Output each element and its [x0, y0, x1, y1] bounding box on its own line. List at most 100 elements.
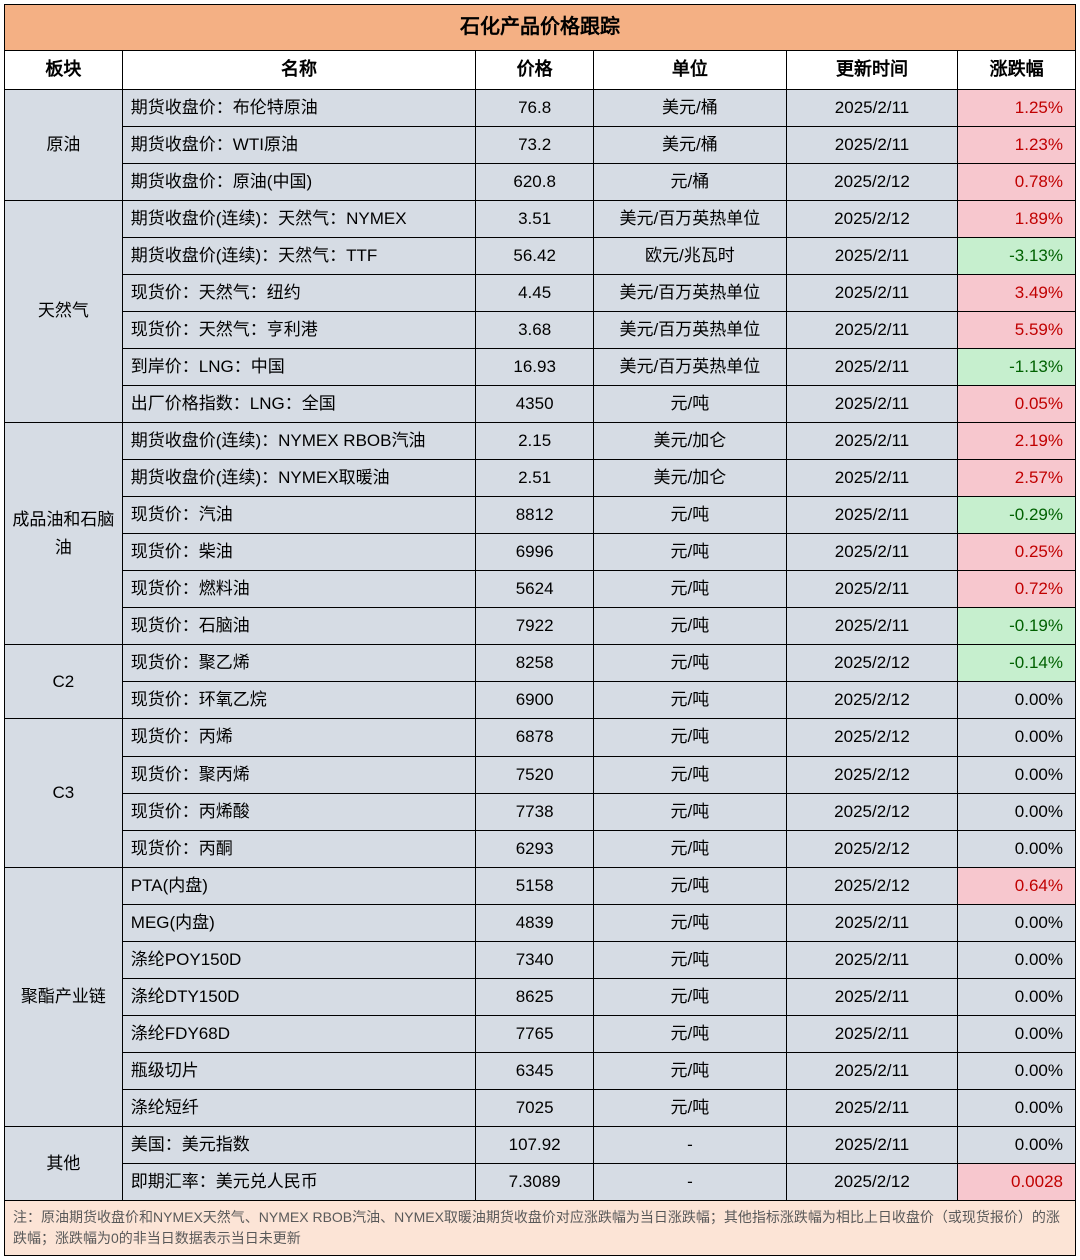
product-name: 现货价：天然气：亨利港: [122, 311, 475, 348]
change-value: 0.00%: [958, 682, 1076, 719]
price-value: 73.2: [476, 126, 594, 163]
change-value: 0.00%: [958, 1127, 1076, 1164]
date-value: 2025/2/11: [786, 311, 957, 348]
date-value: 2025/2/12: [786, 830, 957, 867]
date-value: 2025/2/12: [786, 682, 957, 719]
sector-cell: 天然气: [5, 200, 123, 422]
date-value: 2025/2/12: [786, 793, 957, 830]
table-row: 现货价：天然气：纽约4.45美元/百万英热单位2025/2/113.49%: [5, 274, 1076, 311]
date-value: 2025/2/11: [786, 1127, 957, 1164]
product-name: 期货收盘价：布伦特原油: [122, 89, 475, 126]
change-value: 0.00%: [958, 756, 1076, 793]
price-value: 6900: [476, 682, 594, 719]
date-value: 2025/2/11: [786, 608, 957, 645]
unit-value: 元/吨: [594, 756, 787, 793]
unit-value: 元/吨: [594, 682, 787, 719]
product-name: 现货价：柴油: [122, 534, 475, 571]
table-row: C3现货价：丙烯6878元/吨2025/2/120.00%: [5, 719, 1076, 756]
change-value: 0.78%: [958, 163, 1076, 200]
price-value: 4.45: [476, 274, 594, 311]
unit-value: 元/吨: [594, 867, 787, 904]
table-row: 期货收盘价(连续)：天然气：TTF56.42欧元/兆瓦时2025/2/11-3.…: [5, 237, 1076, 274]
change-value: -3.13%: [958, 237, 1076, 274]
col-date: 更新时间: [786, 51, 957, 90]
table-row: 现货价：燃料油5624元/吨2025/2/110.72%: [5, 571, 1076, 608]
change-value: 0.00%: [958, 719, 1076, 756]
table-row: 现货价：聚丙烯7520元/吨2025/2/120.00%: [5, 756, 1076, 793]
price-value: 7.3089: [476, 1164, 594, 1201]
change-value: -1.13%: [958, 349, 1076, 386]
date-value: 2025/2/11: [786, 423, 957, 460]
table-row: 涤纶POY150D7340元/吨2025/2/110.00%: [5, 941, 1076, 978]
sector-cell: C3: [5, 719, 123, 867]
date-value: 2025/2/12: [786, 200, 957, 237]
unit-value: 元/吨: [594, 571, 787, 608]
table-row: 涤纶短纤7025元/吨2025/2/110.00%: [5, 1089, 1076, 1126]
unit-value: 元/吨: [594, 608, 787, 645]
price-value: 3.51: [476, 200, 594, 237]
unit-value: -: [594, 1127, 787, 1164]
unit-value: 元/吨: [594, 386, 787, 423]
price-value: 6293: [476, 830, 594, 867]
price-value: 8812: [476, 497, 594, 534]
unit-value: 元/吨: [594, 645, 787, 682]
price-value: 7025: [476, 1089, 594, 1126]
change-value: -0.29%: [958, 497, 1076, 534]
unit-value: 美元/百万英热单位: [594, 274, 787, 311]
unit-value: 元/吨: [594, 1015, 787, 1052]
table-row: 出厂价格指数：LNG：全国4350元/吨2025/2/110.05%: [5, 386, 1076, 423]
table-row: MEG(内盘)4839元/吨2025/2/110.00%: [5, 904, 1076, 941]
sector-cell: 其他: [5, 1127, 123, 1201]
unit-value: -: [594, 1164, 787, 1201]
price-value: 7738: [476, 793, 594, 830]
product-name: 现货价：燃料油: [122, 571, 475, 608]
table-row: 涤纶DTY150D8625元/吨2025/2/110.00%: [5, 978, 1076, 1015]
date-value: 2025/2/11: [786, 904, 957, 941]
date-value: 2025/2/12: [786, 756, 957, 793]
table-row: 现货价：汽油8812元/吨2025/2/11-0.29%: [5, 497, 1076, 534]
change-value: 0.64%: [958, 867, 1076, 904]
col-change: 涨跌幅: [958, 51, 1076, 90]
table-row: 聚酯产业链PTA(内盘)5158元/吨2025/2/120.64%: [5, 867, 1076, 904]
product-name: 出厂价格指数：LNG：全国: [122, 386, 475, 423]
col-price: 价格: [476, 51, 594, 90]
product-name: 现货价：汽油: [122, 497, 475, 534]
unit-value: 元/吨: [594, 719, 787, 756]
price-value: 2.51: [476, 460, 594, 497]
date-value: 2025/2/11: [786, 349, 957, 386]
unit-value: 元/吨: [594, 904, 787, 941]
date-value: 2025/2/11: [786, 126, 957, 163]
table-row: 现货价：丙酮6293元/吨2025/2/120.00%: [5, 830, 1076, 867]
product-name: 涤纶短纤: [122, 1089, 475, 1126]
table-row: 到岸价：LNG：中国16.93美元/百万英热单位2025/2/11-1.13%: [5, 349, 1076, 386]
table-row: 即期汇率：美元兑人民币7.3089-2025/2/120.0028: [5, 1164, 1076, 1201]
unit-value: 元/吨: [594, 1052, 787, 1089]
change-value: -0.19%: [958, 608, 1076, 645]
change-value: 5.59%: [958, 311, 1076, 348]
product-name: 涤纶DTY150D: [122, 978, 475, 1015]
date-value: 2025/2/11: [786, 89, 957, 126]
price-value: 7922: [476, 608, 594, 645]
table-row: 瓶级切片6345元/吨2025/2/110.00%: [5, 1052, 1076, 1089]
table-row: 期货收盘价：WTI原油73.2美元/桶2025/2/111.23%: [5, 126, 1076, 163]
change-value: 1.23%: [958, 126, 1076, 163]
product-name: 期货收盘价：原油(中国): [122, 163, 475, 200]
date-value: 2025/2/12: [786, 1164, 957, 1201]
change-value: 1.25%: [958, 89, 1076, 126]
col-sector: 板块: [5, 51, 123, 90]
price-value: 4350: [476, 386, 594, 423]
unit-value: 美元/百万英热单位: [594, 349, 787, 386]
table-row: 现货价：丙烯酸7738元/吨2025/2/120.00%: [5, 793, 1076, 830]
table-row: 现货价：石脑油7922元/吨2025/2/11-0.19%: [5, 608, 1076, 645]
unit-value: 美元/加仑: [594, 460, 787, 497]
table-title: 石化产品价格跟踪: [5, 5, 1076, 51]
price-value: 7520: [476, 756, 594, 793]
table-row: 现货价：环氧乙烷6900元/吨2025/2/120.00%: [5, 682, 1076, 719]
table-row: 原油期货收盘价：布伦特原油76.8美元/桶2025/2/111.25%: [5, 89, 1076, 126]
price-value: 4839: [476, 904, 594, 941]
product-name: 现货价：天然气：纽约: [122, 274, 475, 311]
unit-value: 美元/加仑: [594, 423, 787, 460]
unit-value: 美元/百万英热单位: [594, 200, 787, 237]
col-unit: 单位: [594, 51, 787, 90]
change-value: 0.25%: [958, 534, 1076, 571]
